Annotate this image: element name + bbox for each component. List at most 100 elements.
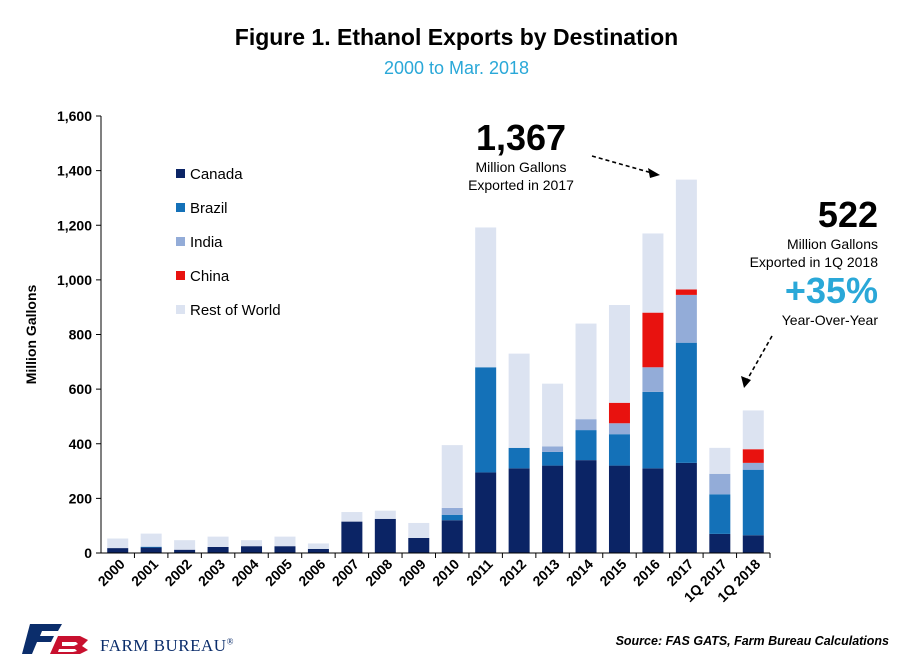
annotation-2017-line2: Exported in 2017 [468,177,574,193]
bar-2008-canada [374,518,396,553]
bar-2012-canada [508,468,530,553]
legend-swatch-china [176,271,185,280]
bar-2014-rest-of-world [575,323,597,420]
x-tick-label: 2002 [161,556,194,589]
x-tick-label: 2004 [228,556,261,589]
x-tick-label: 2016 [630,556,663,589]
bar-2010-brazil [441,514,463,521]
x-tick-label: 2001 [128,556,161,589]
y-tick-label: 600 [69,381,93,397]
bar-2000-rest-of-world [107,538,129,549]
bar-2001-brazil [140,546,162,548]
bar-2016-rest-of-world [642,233,664,313]
source-note: Source: FAS GATS, Farm Bureau Calculatio… [615,634,889,648]
x-tick-label: 2007 [329,556,362,589]
bar-1q-2017-india [709,473,731,495]
legend-label-rest-of-world: Rest of World [190,302,281,319]
bar-1q-2018-brazil [742,469,764,536]
bar-1q-2017-rest-of-world [709,447,731,474]
bar-2009-canada [408,537,430,553]
bar-2006-canada [307,548,329,553]
bar-2016-india [642,367,664,392]
bar-2001-rest-of-world [140,533,162,547]
bar-2015-brazil [608,434,630,466]
bar-1q-2018-china [742,449,764,463]
bar-1q-2018-rest-of-world [742,410,764,450]
annotation-1q2018-pct: +35% [784,270,878,311]
bar-2013-canada [542,465,564,553]
x-tick-label: 2011 [463,556,496,589]
bar-2001-canada [140,547,162,553]
bar-2011-canada [475,472,497,553]
legend-swatch-canada [176,169,185,178]
chart-subtitle: 2000 to Mar. 2018 [383,58,530,78]
bar-2005-rest-of-world [274,536,296,547]
annotation-1q2018-line2: Exported in 1Q 2018 [749,254,878,270]
annotation-arrows [591,155,773,388]
bar-2003-rest-of-world [207,536,229,547]
bar-2016-brazil [642,391,664,469]
bar-2008-rest-of-world [374,510,396,519]
annotation-2017: 1,367 Million Gallons Exported in 2017 [450,118,592,194]
y-tick-label: 1,400 [57,163,92,179]
farm-bureau-logo-text: FARM BUREAU® [100,636,234,656]
x-tick-label: 2013 [529,556,562,589]
bars-group [107,179,764,553]
farm-bureau-logo-icon [22,624,88,654]
bar-2013-rest-of-world [542,383,564,447]
bar-2011-brazil [475,367,497,473]
x-tick-label: 2003 [195,556,228,589]
legend-group: Canada Brazil India China Rest of World [176,166,281,319]
x-tick-label: 2006 [295,556,328,589]
x-tick-label: 2015 [596,556,629,589]
y-tick-label: 1,200 [57,217,92,233]
legend-label-china: China [190,268,230,285]
bar-2010-india [441,507,463,515]
y-tick-label: 0 [84,545,92,561]
bar-2017-brazil [675,342,697,463]
bar-1q-2017-canada [709,533,731,553]
bar-2002-canada [174,549,196,553]
bar-2017-canada [675,462,697,553]
arrow-2017-line [591,155,653,174]
annotation-1q2018-value: 522 [817,194,878,235]
annotation-1q2018-line1: Million Gallons [786,236,878,252]
bar-2003-canada [207,546,229,553]
arrow-1q2018-line [746,335,773,381]
x-tick-label: 2014 [563,556,596,589]
bar-1q-2018-canada [742,535,764,553]
legend-label-canada: Canada [190,166,243,183]
logo-registered-mark: ® [226,636,234,647]
y-tick-label: 200 [69,490,93,506]
y-tick-label: 800 [69,327,93,343]
legend-label-brazil: Brazil [190,200,228,217]
bar-2007-rest-of-world [341,512,363,522]
bar-2014-india [575,419,597,431]
bar-2000-canada [107,548,129,553]
y-tick-label: 1,000 [57,272,92,288]
bar-2011-rest-of-world [475,227,497,368]
y-tick-label: 400 [69,436,93,452]
legend-swatch-india [176,237,185,246]
bar-2016-canada [642,468,664,553]
x-tick-label: 2005 [262,556,295,589]
bar-2009-rest-of-world [408,522,430,538]
arrow-2017-head [648,168,660,178]
x-tick-label: 2012 [496,556,529,589]
annotation-1q2018-line3: Year-Over-Year [781,312,878,328]
bar-2016-china [642,312,664,368]
bar-2005-canada [274,546,296,553]
logo-name: FARM BUREAU [100,636,227,655]
annotation-2017-line1: Million Gallons [475,159,567,175]
bar-2017-india [675,294,697,343]
bar-1q-2018-india [742,462,764,470]
annotation-2017-value: 1,367 [475,117,567,158]
x-tick-label: 2000 [95,556,128,589]
x-tick-label: 2009 [396,556,429,589]
x-tick-label: 2010 [429,556,462,589]
bar-2012-rest-of-world [508,353,530,448]
bar-2015-canada [608,465,630,553]
bar-2013-india [542,446,564,452]
bar-1q-2017-brazil [709,494,731,534]
x-tick-label: 2008 [362,556,395,589]
